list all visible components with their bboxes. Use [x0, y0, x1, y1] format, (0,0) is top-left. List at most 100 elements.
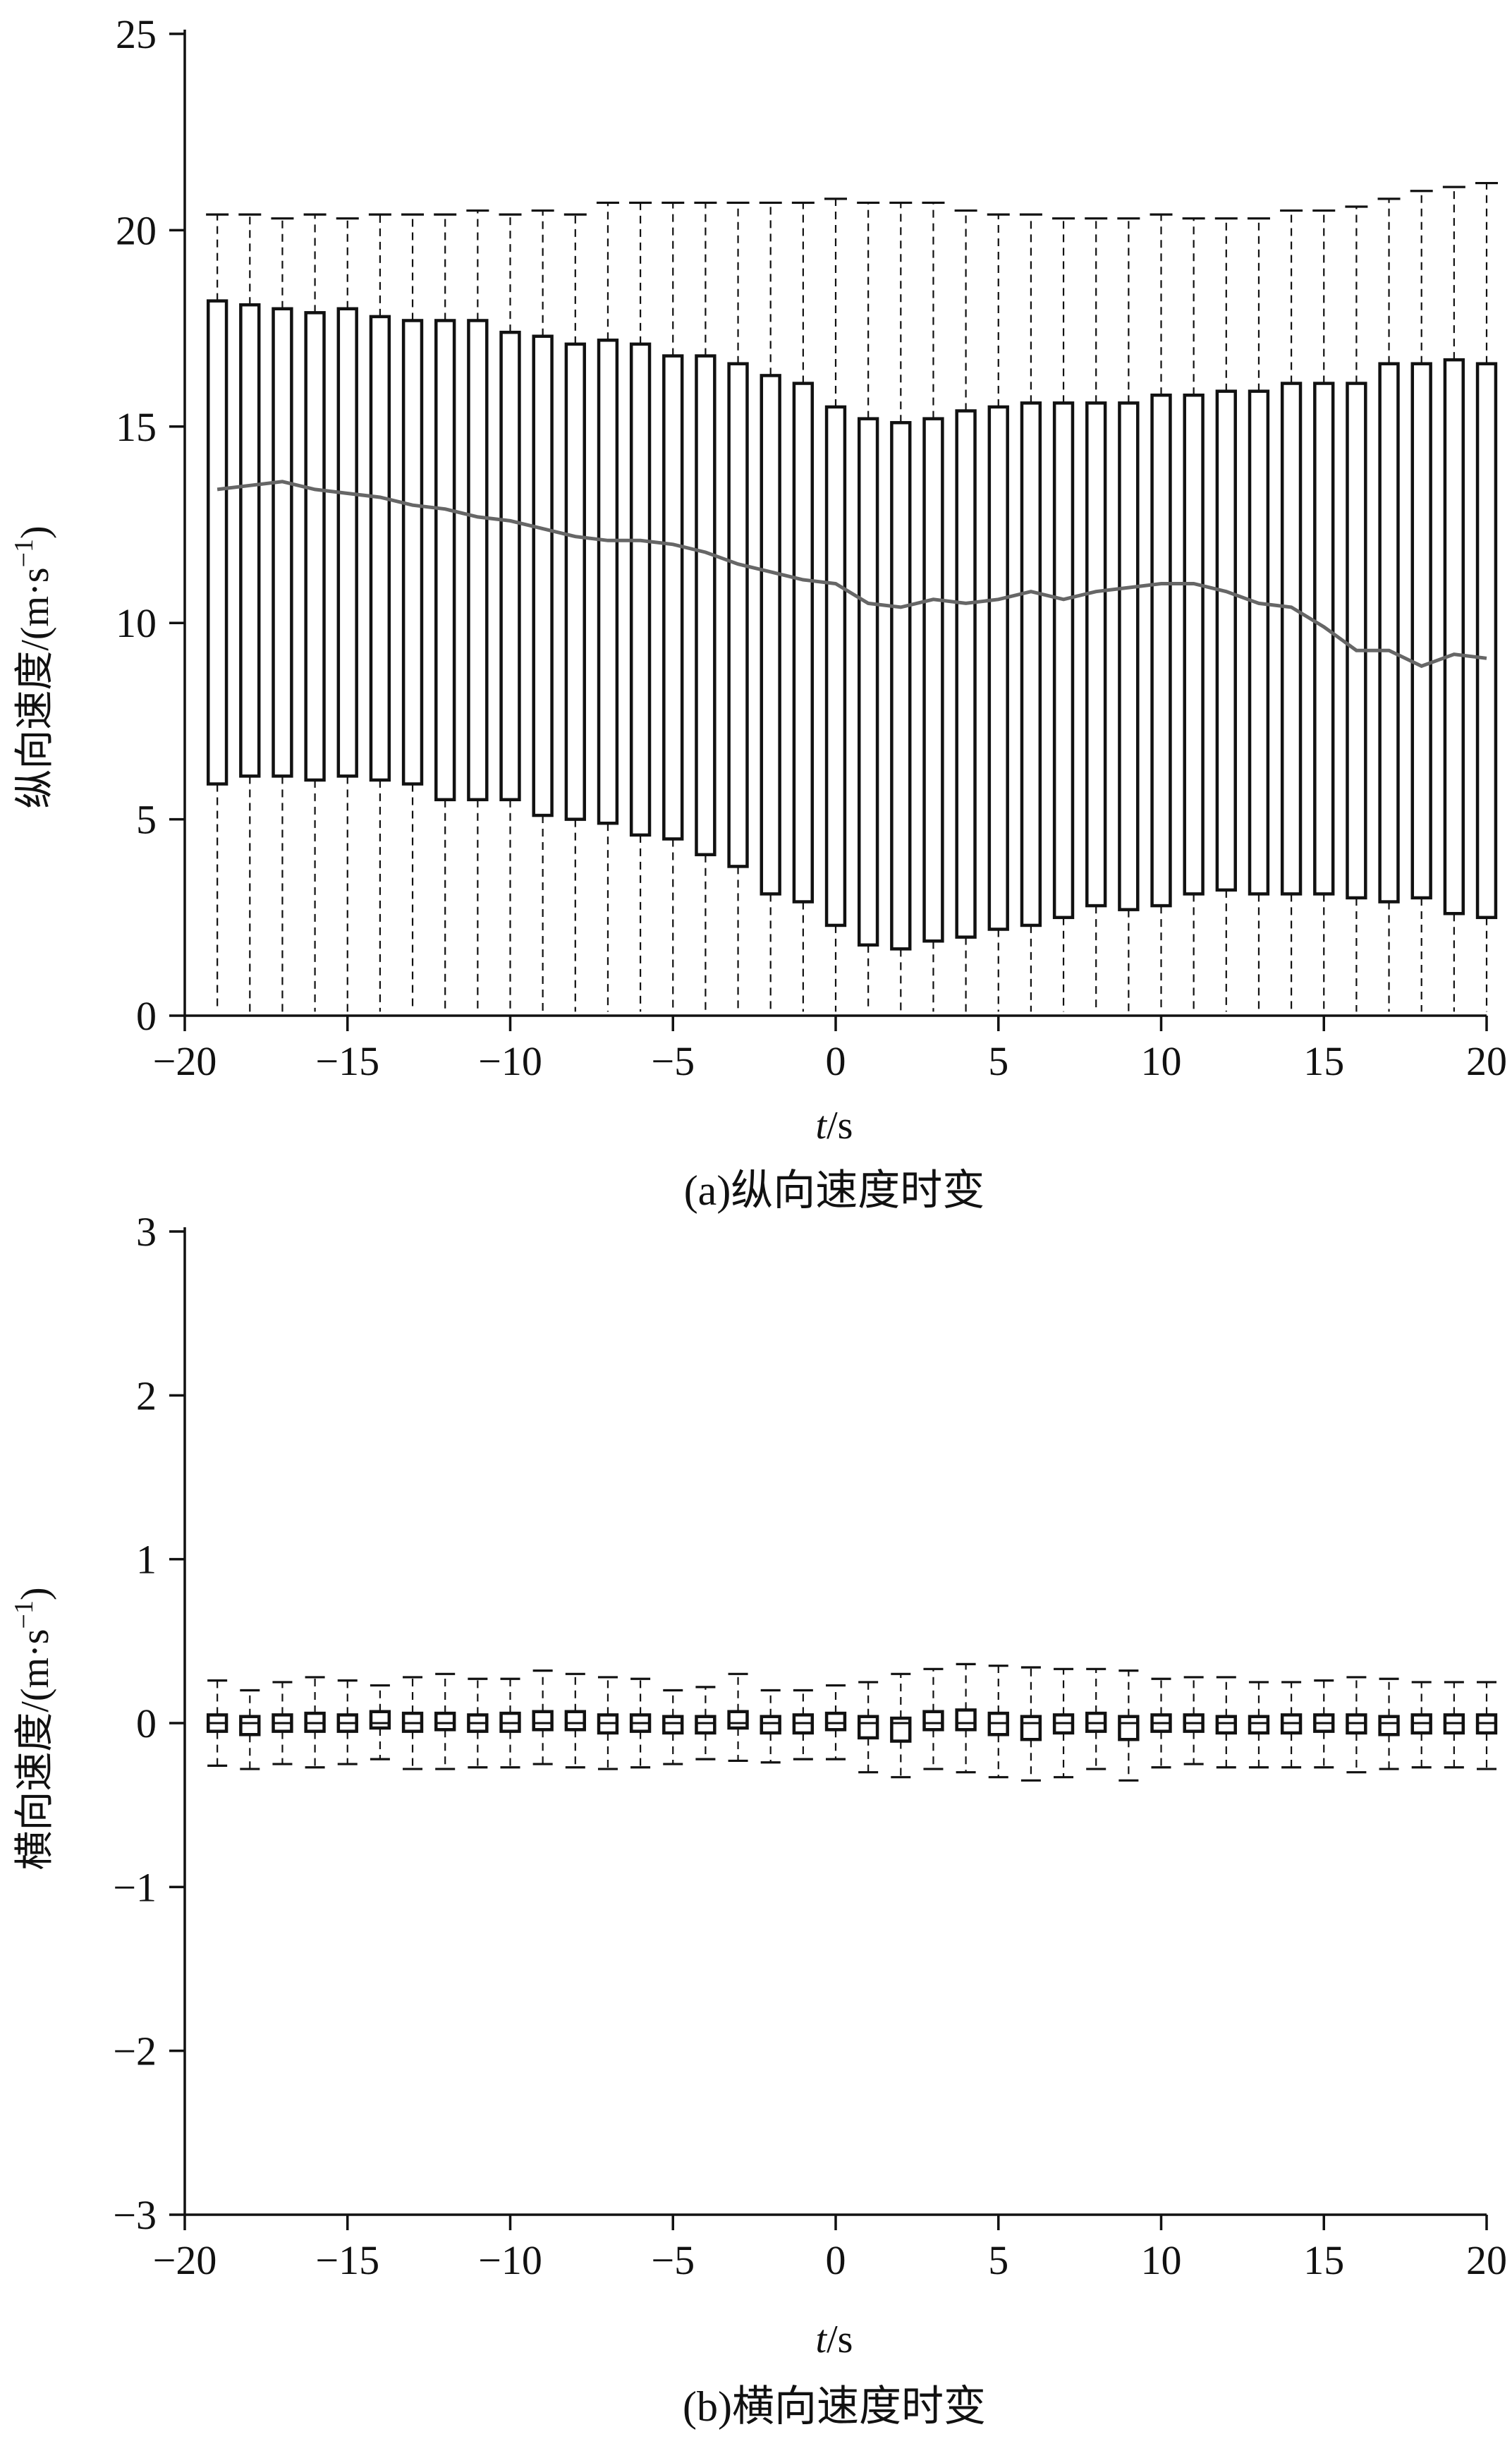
panel-b-y-axis-title-exp: −1	[9, 1600, 39, 1629]
panel-a-box	[1410, 362, 1432, 900]
panel-a-y-tick-label: 0	[136, 993, 157, 1039]
panel-a-box	[1215, 389, 1237, 892]
panel-a-median-line	[217, 480, 1487, 669]
panel-a-box	[1346, 382, 1367, 900]
panel-a-y-axis-title-close: )	[13, 525, 57, 539]
panel-b-x-axis-title-unit: /s	[827, 2318, 853, 2361]
panel-b-box	[922, 1710, 944, 1732]
panel-b-box	[564, 1710, 586, 1732]
panel-b-y-tick-label: 2	[136, 1373, 157, 1418]
panel-a-box	[1183, 394, 1205, 896]
panel-a-y-tick-label: 25	[116, 11, 157, 57]
panel-b-box	[890, 1716, 912, 1743]
panel-a-y-axis-title-exp: −1	[9, 539, 39, 567]
panel-a-box	[727, 362, 749, 868]
panel-a-box	[239, 303, 261, 778]
panel-a-x-tick-label: −20	[153, 1038, 217, 1084]
panel-a-box	[206, 299, 228, 786]
panel-a-y-tick-label: 10	[116, 600, 157, 646]
panel-b-y-tick-label: −2	[113, 2029, 157, 2074]
panel-a-box	[662, 354, 684, 841]
panel-a-y-axis-title-main: 纵向速度/(m·s	[13, 567, 57, 808]
panel-a-y-axis-title: 纵向速度/(m·s−1)	[9, 525, 57, 808]
panel-b-y-tick-label: 3	[136, 1209, 157, 1255]
panel-a-box	[532, 334, 554, 817]
panel-b-y-tick-label: 1	[136, 1537, 157, 1583]
panel-a-box	[922, 417, 944, 943]
panel-b-box	[857, 1715, 879, 1740]
svg-text:横向速度/(m·s−1): 横向速度/(m·s−1)	[9, 1587, 57, 1870]
panel-b-box	[760, 1715, 781, 1735]
panel-b-box	[1215, 1715, 1237, 1735]
panel-b-x-axis-title: t/s	[816, 2318, 853, 2361]
panel-a-box	[434, 319, 456, 802]
panel-a-y-tick-label: 15	[116, 404, 157, 450]
panel-b-x-tick-label: 0	[826, 2237, 846, 2283]
panel-a-box	[499, 330, 521, 802]
panel-b-x-tick-label: 20	[1466, 2237, 1507, 2283]
panel-b-x-tick-label: −5	[651, 2237, 695, 2283]
panel-a-box	[1118, 401, 1140, 911]
panel-a-box	[1475, 362, 1498, 920]
panel-a-box	[1378, 362, 1400, 904]
panel-a-box	[1248, 389, 1270, 896]
panel-a-x-tick-label: 20	[1466, 1038, 1507, 1084]
panel-a-x-axis-title-var: t	[816, 1104, 828, 1148]
panel-a-x-tick-label: −10	[478, 1038, 542, 1084]
panel-b-x-tick-label: 10	[1141, 2237, 1182, 2283]
panel-a-box	[564, 342, 586, 821]
panel-a-box	[369, 315, 391, 782]
panel-b-box	[955, 1708, 977, 1732]
panel-a-x-axis-title-unit: /s	[827, 1104, 853, 1148]
panel-a-box	[272, 307, 293, 778]
panel-b-x-axis-title-var: t	[816, 2318, 828, 2361]
panel-a-box	[1280, 382, 1303, 896]
panel-b-y-tick-label: −3	[113, 2192, 157, 2238]
panel-a-box	[857, 417, 879, 947]
panel-b-box	[532, 1710, 554, 1732]
panel-a-box	[987, 405, 1009, 931]
panel-a-box	[629, 342, 652, 837]
panel-b-x-tick-label: 15	[1303, 2237, 1344, 2283]
panel-a-box	[1085, 401, 1107, 908]
panel-b-box	[662, 1715, 684, 1735]
panel-a-box	[1052, 401, 1075, 920]
panel-b-x-tick-label: −15	[315, 2237, 379, 2283]
panel-b-box	[369, 1710, 391, 1730]
panel-b-box	[695, 1715, 717, 1735]
panel-a-box	[1150, 394, 1172, 908]
panel-b-box	[727, 1710, 749, 1730]
panel-b-box	[1378, 1715, 1400, 1737]
panel-b-caption: (b)横向速度时变	[683, 2383, 986, 2430]
panel-b-x-tick-label: −20	[153, 2237, 217, 2283]
panel-a-box	[695, 354, 717, 856]
panel-a-box	[1313, 382, 1335, 896]
panel-a-x-tick-label: −5	[651, 1038, 695, 1084]
panel-a-y-tick-label: 5	[136, 797, 157, 843]
panel-b-box	[434, 1711, 456, 1732]
panel-b-y-tick-label: 0	[136, 1701, 157, 1746]
panel-a-x-tick-label: 15	[1303, 1038, 1344, 1084]
svg-text:纵向速度/(m·s−1): 纵向速度/(m·s−1)	[9, 525, 57, 808]
panel-a-box	[1020, 401, 1042, 927]
panel-a-box	[1443, 358, 1465, 916]
panel-a-x-tick-label: −15	[315, 1038, 379, 1084]
panel-a-box	[760, 374, 781, 896]
panel-a-x-axis-title: t/s	[816, 1104, 853, 1148]
panel-b-y-axis-title-main: 横向速度/(m·s	[13, 1629, 57, 1870]
panel-b-box	[1020, 1715, 1042, 1741]
panel-a-x-tick-label: 0	[826, 1038, 846, 1084]
panel-b-x-tick-label: −10	[478, 2237, 542, 2283]
panel-a-box	[336, 307, 358, 778]
panel-b-y-tick-label: −1	[113, 1864, 157, 1910]
panel-b-y-axis-title-close: )	[13, 1587, 57, 1600]
panel-a-box	[890, 420, 912, 951]
panel-a-box	[597, 339, 619, 825]
panel-b-box	[824, 1711, 847, 1732]
panel-a-box	[792, 382, 815, 904]
panel-a-box	[467, 319, 489, 802]
panel-a-plot: 0 5 10 15 20 25 −20 −15 −10 −5 0 5 10 15 20	[116, 11, 1507, 1084]
panel-a-box	[824, 405, 847, 927]
